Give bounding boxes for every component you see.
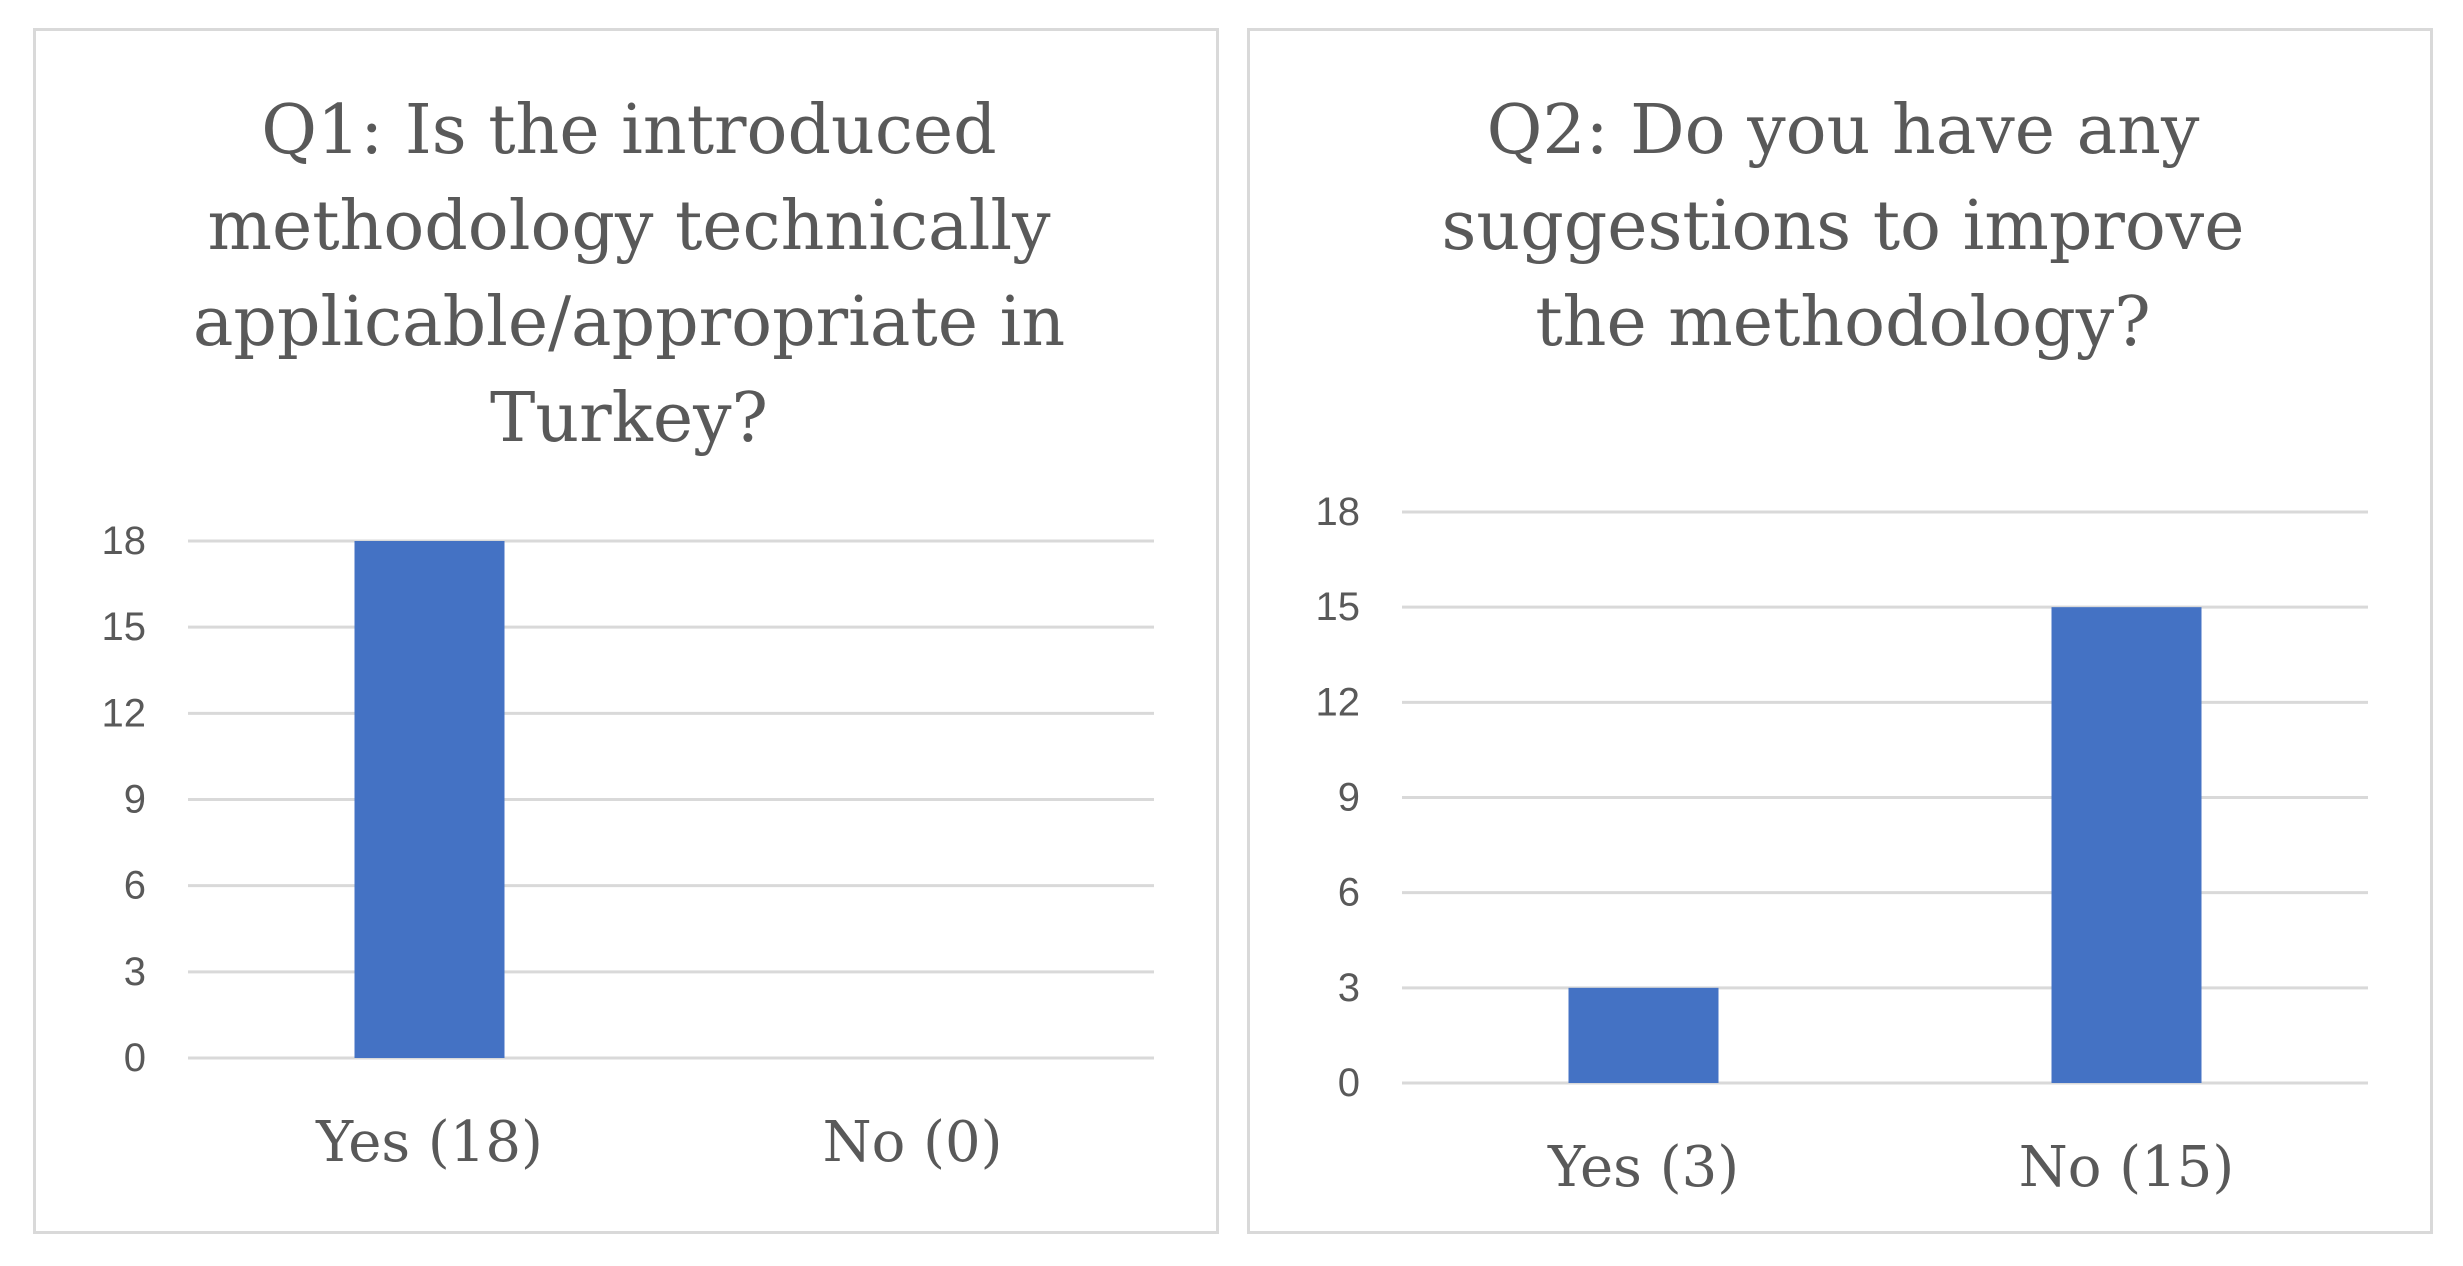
y-tick-label: 18	[1316, 490, 1361, 534]
y-tick-label: 15	[102, 605, 147, 649]
bar	[2051, 607, 2202, 1083]
chart-panel-q1: Q1: Is the introduced methodology techni…	[33, 28, 1219, 1234]
y-tick-label: 3	[1338, 966, 1360, 1010]
y-tick-label: 3	[124, 950, 146, 994]
y-tick-label: 12	[1316, 680, 1361, 724]
bar-chart-q1: 0 3 6 9 12 15 18 Yes (18) No (0)	[102, 519, 1154, 1175]
x-tick-label: Yes (18)	[315, 1110, 543, 1175]
chart-panel-q2: Q2: Do you have any suggestions to impro…	[1247, 28, 2433, 1234]
x-tick-label: No (15)	[2019, 1135, 2234, 1200]
bar	[1568, 987, 1719, 1083]
y-tick-label: 9	[1338, 776, 1360, 820]
chart-title: Q2: Do you have any suggestions to impro…	[1441, 91, 2245, 362]
y-tick-label: 18	[102, 519, 147, 563]
y-tick-label: 0	[1338, 1061, 1360, 1105]
x-tick-label: No (0)	[823, 1110, 1003, 1175]
y-tick-label: 15	[1316, 585, 1361, 629]
chart-title: Q1: Is the introduced methodology techni…	[192, 91, 1066, 458]
bar-chart-q2: 0 3 6 9 12 15 18 Yes (3) No (15)	[1316, 490, 2368, 1200]
y-tick-label: 6	[124, 864, 146, 908]
y-tick-label: 12	[102, 691, 147, 735]
y-tick-label: 9	[124, 778, 146, 822]
x-tick-label: Yes (3)	[1547, 1135, 1739, 1200]
y-tick-label: 0	[124, 1036, 146, 1080]
y-tick-label: 6	[1338, 871, 1360, 915]
bar	[354, 541, 505, 1058]
